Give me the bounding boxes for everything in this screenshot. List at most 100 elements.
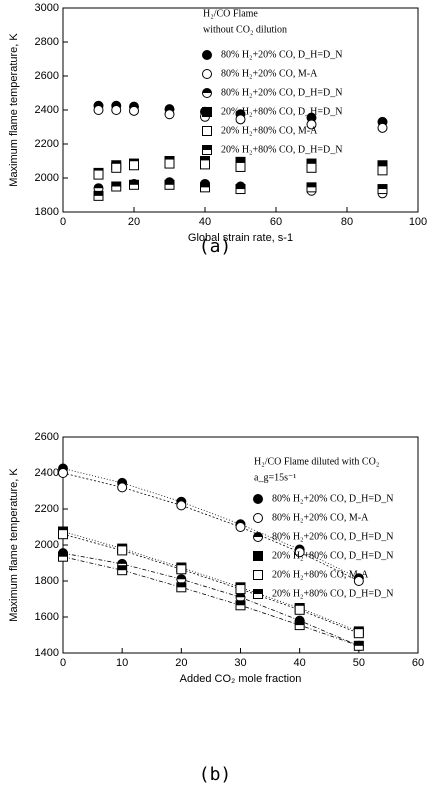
data-point: [306, 182, 317, 193]
data-point: [93, 190, 104, 201]
marker-outline: [200, 159, 210, 170]
marker-outline: [253, 570, 263, 580]
legend-label: 20% H₂+80% CO, M-A: [221, 125, 318, 136]
marker-outline: [93, 169, 104, 180]
legend-label: 20% H₂+80% CO, D_H=D_N: [221, 106, 342, 117]
marker-outline: [202, 107, 212, 117]
legend-label: 80% H₂+20% CO, M-A: [221, 68, 318, 79]
marker-outline: [253, 513, 263, 523]
marker-outline: [294, 547, 305, 558]
y-tick-label: 1800: [35, 206, 59, 218]
x-tick-label: 40: [294, 657, 306, 669]
marker-outline: [202, 69, 212, 79]
legend-label: 80% H₂+20% CO, M-A: [272, 512, 369, 523]
legend-marker: [253, 551, 263, 561]
y-tick-label: 2400: [35, 104, 59, 116]
y-tick-label: 2200: [35, 138, 59, 150]
data-point: [235, 184, 246, 195]
legend-marker: [253, 570, 263, 580]
data-point: [58, 468, 68, 478]
y-tick-label: 1600: [35, 611, 59, 623]
data-point: [353, 628, 364, 639]
marker-half: [253, 589, 263, 594]
marker-outline: [176, 564, 187, 575]
y-axis-label: Maximum flame temperature, K: [8, 468, 20, 622]
y-tick-label: 2200: [35, 503, 59, 515]
marker-outline: [164, 109, 175, 120]
marker-outline: [306, 162, 317, 173]
marker-half: [295, 616, 305, 621]
marker-half: [117, 565, 127, 571]
data-point: [111, 162, 122, 173]
x-tick-label: 20: [175, 657, 187, 669]
legend-title: H₂/CO Flame diluted with CO₂: [254, 456, 379, 467]
marker-half: [176, 574, 186, 580]
marker-outline: [117, 482, 128, 493]
series-line: [62, 556, 359, 647]
data-point: [200, 182, 210, 193]
marker-outline: [235, 584, 246, 595]
marker-half: [117, 559, 127, 564]
marker-outline: [117, 545, 128, 556]
legend-marker: [253, 589, 263, 599]
legend-marker: [202, 88, 212, 98]
data-point: [306, 119, 317, 130]
data-point: [377, 165, 388, 176]
x-tick-label: 10: [116, 657, 128, 669]
marker-outline: [306, 119, 317, 130]
legend-marker: [202, 145, 212, 155]
x-tick-label: 60: [412, 657, 424, 669]
legend-marker: [202, 126, 212, 136]
marker-outline: [253, 551, 263, 561]
marker-half: [165, 180, 174, 185]
marker-half: [202, 88, 212, 93]
legend-label: 20% H₂+80% CO, M-A: [272, 569, 369, 580]
legend-label: 20% H₂+80% CO, D_H=D_N: [221, 144, 342, 155]
data-point: [306, 162, 317, 173]
data-point: [235, 600, 246, 611]
legend-label: 20% H₂+80% CO, D_H=D_N: [272, 550, 393, 561]
data-point: [129, 179, 139, 190]
data-point: [111, 105, 122, 115]
plot-frame: [62, 436, 419, 654]
x-tick-label: 50: [353, 657, 365, 669]
x-tick-label: 0: [60, 216, 66, 228]
data-point: [176, 574, 187, 585]
data-point: [164, 158, 175, 169]
x-axis-label: Global strain rate, s-1: [188, 232, 293, 244]
caption: (b): [199, 764, 232, 785]
data-point: [176, 582, 187, 593]
marker-outline: [58, 529, 68, 540]
data-point: [377, 184, 388, 195]
marker-outline: [202, 50, 212, 60]
x-tick-label: 20: [128, 216, 140, 228]
legend-marker: [202, 50, 212, 60]
marker-outline: [93, 105, 104, 115]
data-point: [353, 576, 364, 586]
x-tick-label: 80: [341, 216, 353, 228]
legend-label: 80% H₂+20% CO, D_H=D_N: [272, 531, 393, 542]
marker-outline: [235, 161, 246, 172]
data-point: [129, 105, 139, 116]
data-point: [294, 620, 305, 631]
marker-half: [94, 191, 103, 196]
marker-outline: [377, 165, 388, 176]
marker-outline: [111, 105, 122, 115]
data-point: [117, 545, 128, 556]
y-axis-label: Maximum flame temperature, K: [8, 33, 20, 187]
marker-outline: [294, 604, 305, 615]
data-point: [93, 169, 104, 180]
caption: (a): [199, 236, 232, 257]
marker-outline: [377, 122, 388, 133]
series-line: [62, 531, 359, 632]
y-tick-label: 2600: [35, 431, 59, 443]
marker-outline: [353, 628, 364, 639]
marker-half: [111, 182, 121, 187]
data-point: [377, 122, 388, 133]
x-axis-label: Added CO₂ mole fraction: [180, 673, 302, 685]
marker-outline: [176, 500, 187, 511]
marker-half: [307, 182, 316, 188]
legend-label: 80% H₂+20% CO, D_H=D_N: [272, 493, 393, 504]
data-point: [200, 159, 210, 170]
